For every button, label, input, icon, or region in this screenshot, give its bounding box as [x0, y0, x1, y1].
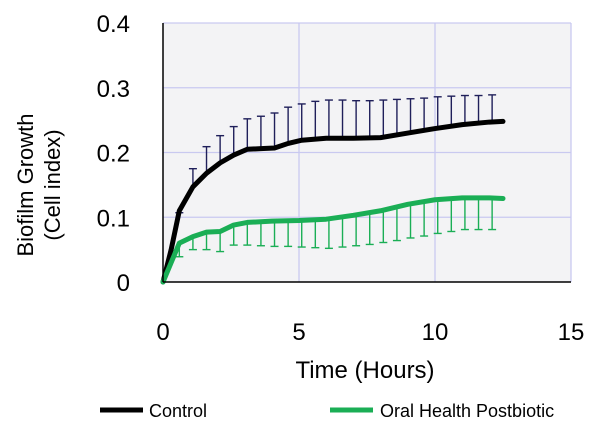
y-axis-title-line2: (Cell index) — [40, 129, 65, 240]
postbiotic-error-bar — [243, 222, 252, 246]
postbiotic-error-bar — [474, 197, 483, 231]
gridlines — [163, 22, 572, 282]
control-error-bar — [460, 94, 469, 125]
y-tick-label: 0 — [117, 270, 130, 297]
y-tick-label: 0.2 — [97, 141, 130, 168]
control-error-bar — [420, 97, 429, 131]
x-tick-label: 10 — [422, 319, 449, 346]
series-lines — [160, 118, 506, 285]
legend-label-control: Control — [149, 401, 207, 421]
control-error-bar — [365, 99, 374, 138]
postbiotic-error-bar — [488, 197, 497, 231]
legend: Control Oral Health Postbiotic — [100, 401, 554, 421]
control-error-bar — [379, 99, 388, 138]
control-error-bar — [256, 115, 265, 149]
control-error-bar — [243, 118, 252, 150]
postbiotic-error-bar — [338, 216, 347, 248]
postbiotic-error-bar — [270, 221, 279, 248]
postbiotic-error-bar — [297, 220, 306, 248]
y-tick-label: 0.1 — [97, 205, 130, 232]
control-error-bar — [297, 103, 306, 141]
postbiotic-error-bar — [365, 212, 374, 246]
control-error-bar — [284, 106, 293, 144]
control-error-bar — [392, 98, 401, 135]
y-axis-title-line1: Biofilm Growth — [13, 113, 38, 256]
control-error-bar — [447, 95, 456, 127]
legend-label-postbiotic: Oral Health Postbiotic — [380, 401, 554, 421]
control-error-bar — [324, 99, 333, 139]
postbiotic-error-bar — [406, 203, 415, 239]
postbiotic-error-bar — [447, 198, 456, 233]
postbiotic-error-bar — [284, 220, 293, 248]
postbiotic-error-bar — [352, 214, 361, 247]
x-axis-title: Time (Hours) — [295, 357, 434, 384]
x-tick-label: 15 — [558, 319, 585, 346]
control-error-bar — [202, 145, 211, 174]
postbiotic-error-bar — [311, 219, 320, 249]
postbiotic-error-bar — [420, 201, 429, 237]
tick-labels: 0 5 10 15 0 0.1 0.2 0.3 0.4 — [97, 11, 585, 346]
control-error-bar — [216, 134, 225, 163]
control-error-bar — [270, 112, 279, 148]
control-error-bar — [311, 100, 320, 140]
control-error-bar — [229, 125, 238, 156]
control-error-bar — [488, 94, 497, 122]
x-tick-label: 5 — [292, 319, 305, 346]
x-tick-label: 0 — [156, 319, 169, 346]
control-error-bar — [338, 99, 347, 139]
control-error-bar — [433, 96, 442, 129]
postbiotic-error-bar — [460, 197, 469, 231]
y-tick-label: 0.3 — [97, 76, 130, 103]
postbiotic-error-bar — [324, 218, 333, 250]
postbiotic-error-bar — [392, 206, 401, 242]
postbiotic-error-bar — [379, 210, 388, 244]
control-error-bar — [406, 98, 415, 133]
control-error-bar — [474, 94, 483, 124]
postbiotic-error-bar — [256, 221, 265, 247]
control-error-bar — [352, 99, 361, 139]
postbiotic-error-bar — [216, 231, 225, 253]
postbiotic-series-line — [160, 195, 506, 285]
postbiotic-error-bar — [229, 225, 238, 246]
y-tick-label: 0.4 — [97, 11, 130, 38]
control-series-line — [160, 118, 506, 285]
postbiotic-error-bar — [433, 199, 442, 235]
postbiotic-error-bar — [202, 232, 211, 251]
